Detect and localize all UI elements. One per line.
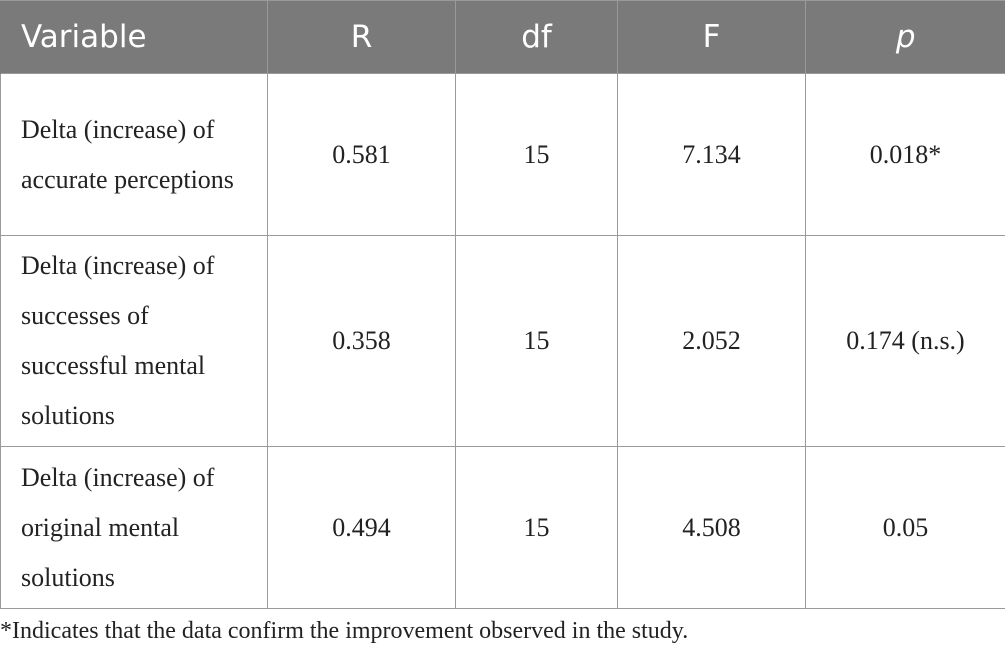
cell-variable: Delta (increase) of accurate perceptions bbox=[0, 73, 268, 236]
table-row: Delta (increase) of original mental solu… bbox=[0, 446, 1005, 609]
cell-df: 15 bbox=[455, 446, 618, 609]
header-df: df bbox=[455, 0, 618, 74]
cell-df: 15 bbox=[455, 235, 618, 447]
header-f: F bbox=[617, 0, 806, 74]
table-row: Delta (increase) of accurate perceptions… bbox=[0, 73, 1005, 236]
cell-f: 4.508 bbox=[617, 446, 806, 609]
header-variable: Variable bbox=[0, 0, 268, 74]
table-header-row: Variable R df F p bbox=[0, 0, 1005, 74]
cell-p: 0.05 bbox=[805, 446, 1005, 609]
header-p: p bbox=[805, 0, 1005, 74]
table-row: Delta (increase) of successes of success… bbox=[0, 235, 1005, 447]
cell-r: 0.581 bbox=[267, 73, 456, 236]
results-table: Variable R df F p Delta (increase) of ac… bbox=[0, 0, 1005, 609]
cell-variable: Delta (increase) of original mental solu… bbox=[0, 446, 268, 609]
cell-f: 7.134 bbox=[617, 73, 806, 236]
cell-r: 0.494 bbox=[267, 446, 456, 609]
cell-variable: Delta (increase) of successes of success… bbox=[0, 235, 268, 447]
cell-p: 0.174 (n.s.) bbox=[805, 235, 1005, 447]
header-r: R bbox=[267, 0, 456, 74]
cell-r: 0.358 bbox=[267, 235, 456, 447]
table-footnote: *Indicates that the data confirm the imp… bbox=[0, 618, 689, 644]
cell-df: 15 bbox=[455, 73, 618, 236]
cell-p: 0.018* bbox=[805, 73, 1005, 236]
cell-f: 2.052 bbox=[617, 235, 806, 447]
